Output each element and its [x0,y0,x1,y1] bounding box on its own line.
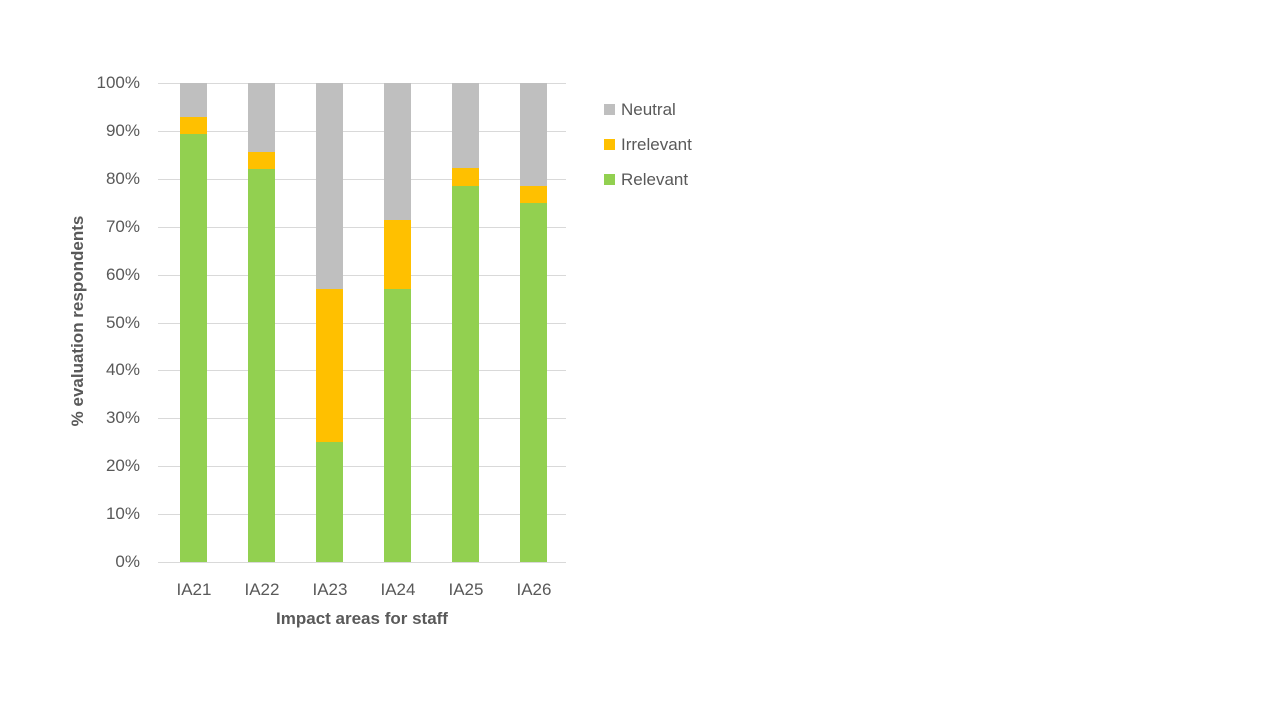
x-tick-label: IA24 [380,580,416,599]
segment-neutral [247,83,275,152]
legend-item-irrelevant: Irrelevant [604,127,692,162]
gridline [158,562,566,563]
bar-ia21 [179,83,207,562]
gridline [158,131,566,132]
segment-irrelevant [451,168,479,186]
segment-relevant [247,168,275,562]
legend-item-neutral: Neutral [604,92,692,127]
bar-ia26 [519,83,547,562]
bar-ia24 [383,83,411,562]
legend-label: Relevant [621,169,689,189]
bar-ia23 [315,83,343,562]
segment-neutral [451,82,479,169]
legend-item-relevant: Relevant [604,162,692,197]
gridline [158,227,566,228]
gridline [158,179,566,180]
segment-relevant [179,134,207,562]
y-tick-label: 40% [105,360,140,379]
y-tick-label: 50% [105,313,140,332]
segment-neutral [383,83,411,220]
segment-irrelevant [315,288,343,443]
bar-ia25 [451,82,479,562]
segment-relevant [519,202,547,562]
y-axis-label: % evaluation respondents [68,215,87,427]
segment-irrelevant [179,117,207,135]
segment-irrelevant [247,151,275,169]
y-tick-label: 30% [105,408,140,427]
gridline [158,370,566,371]
gridline [158,275,566,276]
x-axis-label: Impact areas for staff [276,609,448,628]
y-tick-label: 10% [105,504,140,523]
x-tick-label: IA25 [448,580,484,599]
x-tick-label: IA22 [244,580,280,599]
x-tick-label: IA21 [176,580,212,599]
y-tick-label: 70% [105,217,140,236]
legend-swatch [604,104,615,115]
gridline [158,514,566,515]
y-tick-label: 60% [105,265,140,284]
segment-neutral [315,83,343,289]
legend-swatch [604,174,615,185]
legend-swatch [604,139,615,150]
segment-irrelevant [519,185,547,203]
segment-relevant [451,185,479,562]
segment-neutral [179,83,207,118]
x-tick-label: IA26 [516,580,552,599]
y-tick-label: 90% [105,121,140,140]
segment-relevant [383,288,411,562]
segment-irrelevant [383,220,411,289]
y-tick-label: 80% [105,169,140,188]
legend-label: Irrelevant [621,134,692,154]
legend: Neutral Irrelevant Relevant [604,92,692,197]
gridline [158,323,566,324]
gridline [158,466,566,467]
gridline [158,418,566,419]
bar-ia22 [247,83,275,562]
gridline [158,83,566,84]
legend-label: Neutral [621,99,676,119]
y-tick-label: 0% [115,552,140,571]
segment-neutral [519,83,547,186]
segment-relevant [315,442,343,562]
y-tick-label: 20% [105,456,140,475]
y-tick-label: 100% [96,73,140,92]
x-tick-label: IA23 [312,580,348,599]
